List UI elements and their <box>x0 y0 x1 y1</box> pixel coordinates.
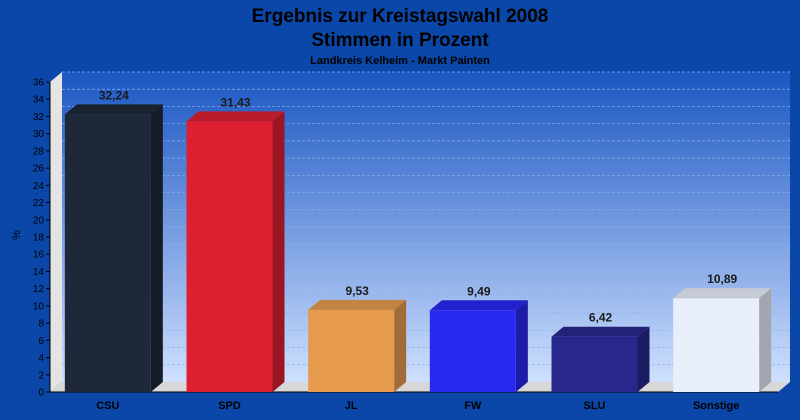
value-label-sonstige: 10,89 <box>707 272 737 286</box>
y-tick-label: 22 <box>33 198 45 209</box>
bar-slu-top <box>551 326 650 337</box>
y-tick-label: 28 <box>33 146 45 157</box>
bar-csu <box>64 114 151 392</box>
plot-left-wall <box>50 72 62 392</box>
y-tick-label: 32 <box>33 112 45 123</box>
value-label-fw: 9,49 <box>467 284 491 298</box>
y-tick-label: 20 <box>33 215 45 226</box>
y-tick-label: 2 <box>38 370 44 381</box>
bar-sonstige-top <box>673 288 772 299</box>
bar-sonstige-side <box>759 288 772 392</box>
bar-jl-side <box>394 299 407 392</box>
y-tick-label: 10 <box>33 301 45 312</box>
bar-slu <box>551 336 638 392</box>
y-tick-label: 36 <box>33 78 45 89</box>
y-tick-label: 24 <box>33 181 45 192</box>
chart-caption: Landkreis Kelheim - Markt Painten <box>310 55 490 67</box>
bar-sonstige <box>673 298 760 392</box>
bar-csu-side <box>150 104 163 392</box>
y-tick-label: 4 <box>38 353 44 364</box>
chart-subtitle: Stimmen in Prozent <box>311 30 489 51</box>
y-tick-label: 18 <box>33 233 45 244</box>
category-label-sonstige: Sonstige <box>693 400 739 412</box>
chart-title: Ergebnis zur Kreistagswahl 2008 <box>252 6 549 27</box>
bar-jl <box>308 309 395 392</box>
category-label-slu: SLU <box>584 400 606 412</box>
bar-fw-top <box>429 300 528 311</box>
value-label-jl: 9,53 <box>345 284 369 298</box>
value-label-slu: 6,42 <box>589 311 613 325</box>
y-tick-label: 26 <box>33 164 45 175</box>
bar-spd-side <box>272 111 285 392</box>
value-label-spd: 31,43 <box>220 95 250 109</box>
y-tick-label: 12 <box>33 284 45 295</box>
bar-fw-side <box>515 300 528 392</box>
y-tick-label: 30 <box>33 129 45 140</box>
bar-csu-top <box>64 104 163 115</box>
y-axis-label: % <box>11 230 23 240</box>
y-tick-label: 0 <box>38 388 44 399</box>
y-tick-label: 16 <box>33 250 45 261</box>
bar-fw <box>429 310 516 392</box>
y-tick-label: 34 <box>33 95 45 106</box>
y-tick-label: 14 <box>33 267 45 278</box>
y-tick-label: 6 <box>38 336 44 347</box>
value-label-csu: 32,24 <box>99 88 129 102</box>
category-label-jl: JL <box>345 400 358 412</box>
category-label-csu: CSU <box>96 400 119 412</box>
bar-spd-top <box>186 111 285 122</box>
bar-slu-side <box>637 326 650 392</box>
bar-jl-top <box>308 299 407 310</box>
y-tick-label: 8 <box>38 319 44 330</box>
bar-spd <box>186 121 273 392</box>
category-label-spd: SPD <box>218 400 241 412</box>
category-label-fw: FW <box>464 400 482 412</box>
